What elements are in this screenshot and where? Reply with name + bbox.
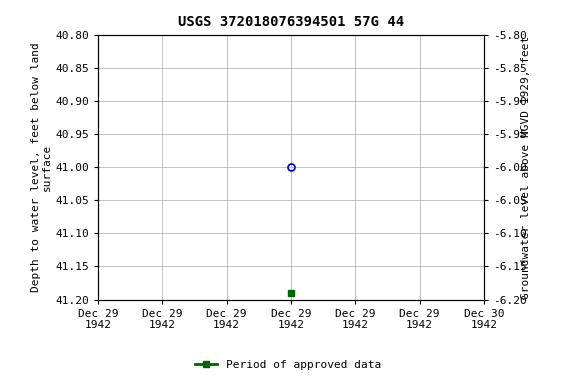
Legend: Period of approved data: Period of approved data — [191, 356, 385, 375]
Y-axis label: Groundwater level above NGVD 1929, feet: Groundwater level above NGVD 1929, feet — [521, 35, 531, 299]
Title: USGS 372018076394501 57G 44: USGS 372018076394501 57G 44 — [178, 15, 404, 29]
Y-axis label: Depth to water level, feet below land
surface: Depth to water level, feet below land su… — [31, 42, 52, 292]
